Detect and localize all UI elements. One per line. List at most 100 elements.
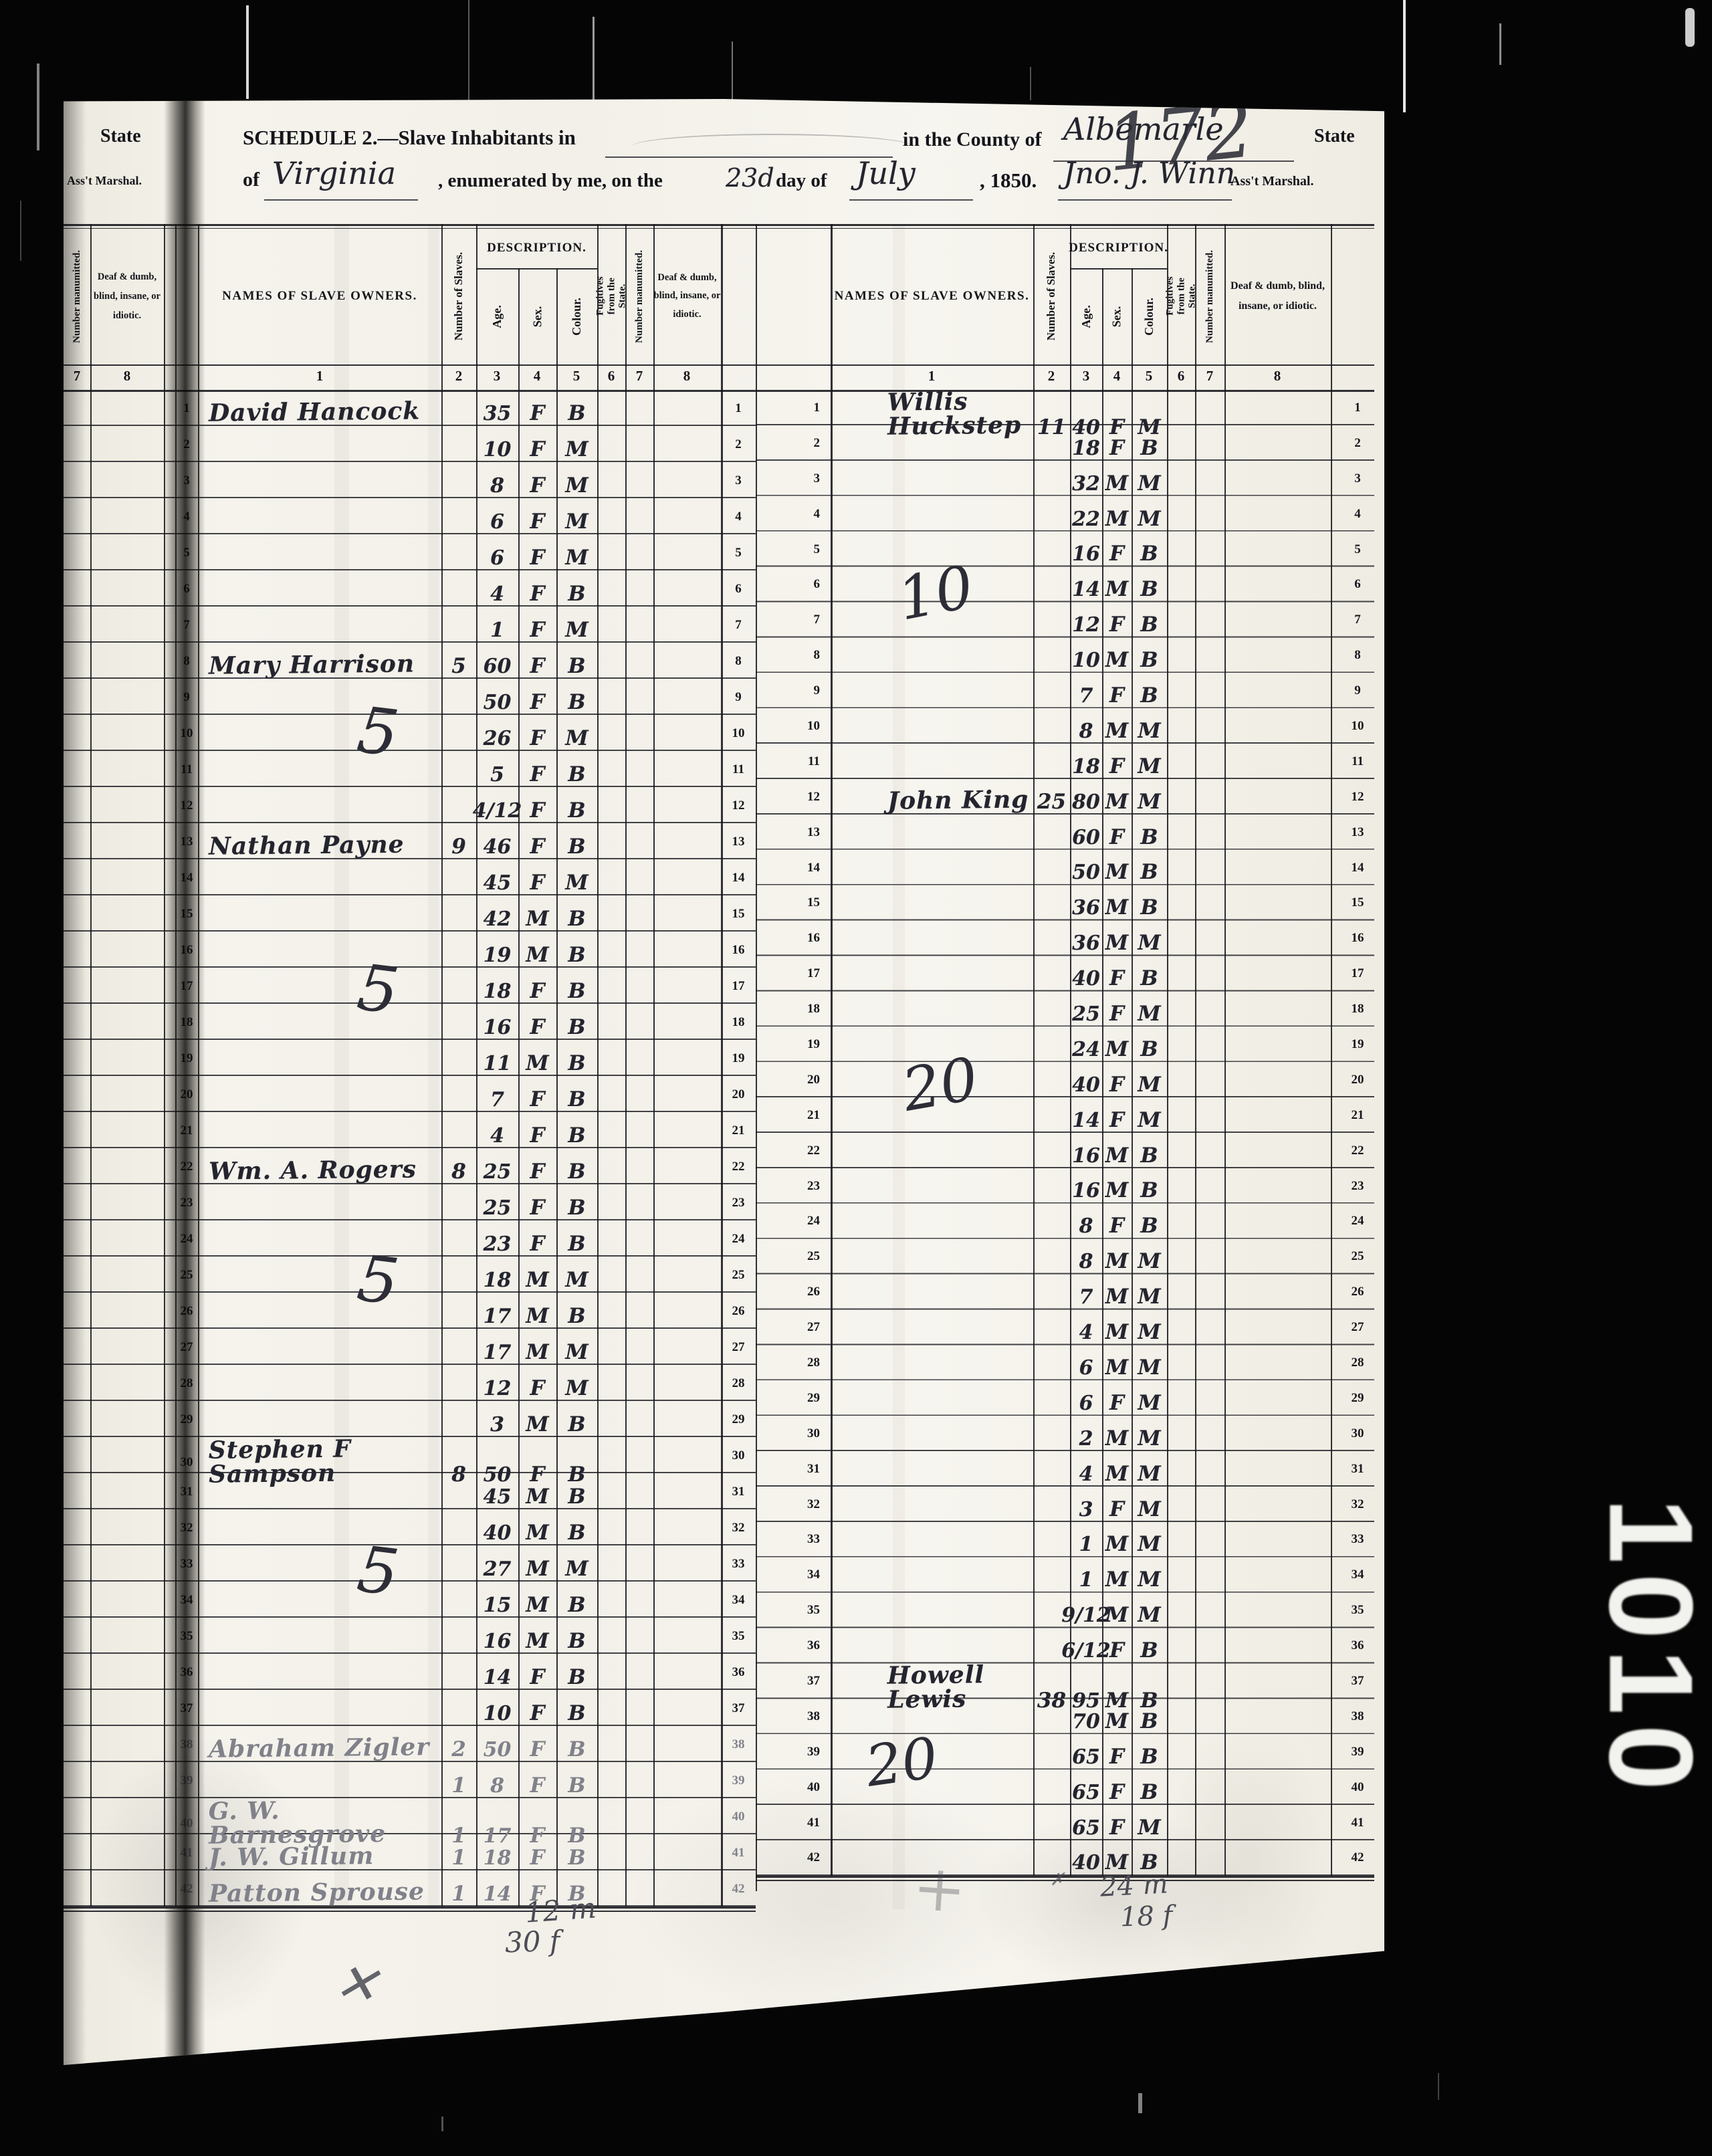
cell-colour: M: [1138, 1426, 1161, 1450]
cell-sex: M: [526, 1593, 549, 1617]
table-row: 11: [756, 744, 831, 779]
table-row: 38: [1331, 1699, 1384, 1734]
table-row: 16 M B: [831, 1168, 1331, 1204]
cell-man: [1195, 1557, 1224, 1592]
cell-slaves: [1033, 1522, 1070, 1557]
table-row: 32: [756, 1487, 831, 1522]
cell-fug: [1167, 1628, 1195, 1663]
table-row: 65 F M: [831, 1805, 1331, 1840]
cell-man: [1195, 1062, 1224, 1097]
cell-man: [625, 1870, 653, 1907]
cell-man: [625, 1582, 653, 1618]
cell-sex: M: [1105, 1709, 1129, 1733]
cell-owner: [198, 1183, 442, 1222]
table-row: 5: [756, 532, 831, 567]
table-row: 25: [756, 1238, 831, 1274]
cell-sex: F: [530, 582, 545, 606]
table-row: 35: [1331, 1592, 1384, 1628]
cell-sex: M: [1105, 1178, 1129, 1203]
cell-n: 19: [180, 1051, 193, 1065]
cell-colour: M: [565, 473, 588, 498]
cell-slaves: [1033, 1805, 1070, 1840]
cell-age: 5: [490, 763, 504, 786]
cell-fug: [1167, 673, 1195, 708]
cell-sex: F: [530, 401, 545, 425]
cell-deaf: [653, 1545, 721, 1582]
cell-sex: F: [530, 690, 545, 714]
table-row: 28: [1331, 1345, 1384, 1380]
table-row: 10: [756, 708, 831, 744]
prev-col-manumitted-header: Number manumitted.: [71, 249, 82, 343]
cell-age: 4: [490, 582, 504, 606]
cell-fug: [1167, 1203, 1195, 1238]
cell-n: 39: [180, 1773, 193, 1788]
cell-man: [625, 679, 653, 715]
table-row: 16: [1331, 920, 1384, 956]
cell-slaves: [1033, 566, 1070, 602]
cell-slaves: 1: [451, 1846, 466, 1870]
cell-fug: [597, 1112, 625, 1148]
cell-n: 2: [735, 437, 742, 451]
cell-deaf: [653, 1834, 721, 1870]
cell-deaf: [1224, 1522, 1331, 1557]
cell-man: [625, 1473, 653, 1509]
row-lines: [756, 390, 1374, 1876]
table-row: 32 40 M B: [175, 1509, 721, 1545]
cell-sex: M: [526, 1629, 549, 1653]
table-row: 24 M B: [831, 1027, 1331, 1062]
cell-owner: [831, 1804, 1034, 1841]
table-row: 35: [756, 1592, 831, 1628]
cell-fug: [597, 1690, 625, 1726]
cell-colour: B: [568, 907, 586, 931]
cell-n: 35: [807, 1603, 820, 1618]
right-table-body: Willis Huckstep 11 40 F M 18 F B 32 M M 22 M M 16 F B 14 M…: [831, 387, 1331, 1875]
table-row: 32: [721, 1509, 756, 1545]
cell-fug: [1167, 1557, 1195, 1592]
table-row: 12: [721, 787, 756, 823]
cell-sex: F: [1109, 1107, 1124, 1132]
cell-slaves: [1033, 1769, 1070, 1805]
cell-sex: F: [530, 798, 545, 823]
cell-owner: [198, 1364, 442, 1402]
cell-n: 30: [732, 1448, 745, 1463]
cell-n: 24: [732, 1231, 745, 1246]
cell-n: 39: [732, 1773, 745, 1788]
cell-sex: F: [1109, 415, 1124, 439]
cell-n: 26: [1351, 1285, 1364, 1299]
cell-sex: F: [530, 835, 545, 859]
cell-sex: F: [1109, 1390, 1124, 1415]
cell-n: 32: [807, 1497, 820, 1511]
cell-age: 18: [483, 980, 512, 1003]
table-row: 5: [721, 534, 756, 570]
cell-sex: M: [526, 907, 549, 931]
cell-n: 25: [807, 1249, 820, 1264]
cell-fug: [1167, 461, 1195, 496]
total-male-left: 12 m: [524, 1891, 598, 1929]
table-row: 30 Stephen F Sampson 8 50 F B: [175, 1435, 721, 1489]
cell-slaves: 1: [451, 1773, 466, 1798]
cell-man: [1195, 532, 1224, 567]
cell-slaves: [1033, 1734, 1070, 1769]
cell-n: 5: [1354, 542, 1361, 556]
cell-colour: B: [568, 1882, 586, 1906]
table-row: 23: [756, 1168, 831, 1204]
cell-fug: [597, 1401, 625, 1437]
cell-colour: B: [568, 1773, 586, 1798]
cell-owner: [831, 1202, 1034, 1240]
table-row: 34: [756, 1557, 831, 1592]
table-row: 10: [721, 715, 756, 751]
cell-age: 2: [1079, 1426, 1093, 1450]
cell-n: 26: [180, 1303, 193, 1318]
cell-n: 5: [813, 542, 821, 556]
cell-n: 40: [1351, 1780, 1364, 1794]
table-row: 8: [756, 637, 831, 673]
col-num: 3: [1082, 368, 1090, 384]
cell-colour: B: [568, 1665, 586, 1689]
cell-colour: B: [568, 1629, 586, 1653]
cell-deaf: [1224, 532, 1331, 567]
table-row: 17: [721, 968, 756, 1004]
